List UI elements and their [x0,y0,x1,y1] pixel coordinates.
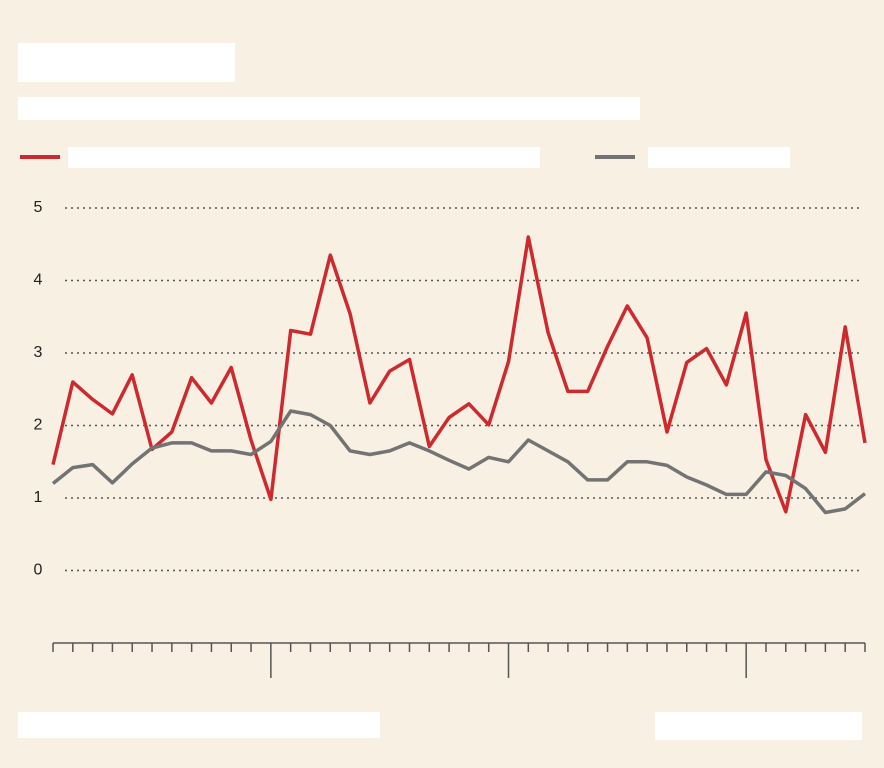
legend-box [648,147,790,168]
series-line [51,409,867,515]
subtitle-box [18,97,640,120]
footer-box [655,712,862,740]
legend-box [68,147,540,168]
y-tick-label: 4 [34,272,43,289]
y-tick-label: 0 [34,562,43,579]
footer-box [18,712,380,738]
title-box [18,43,235,82]
y-tick-label: 5 [34,199,43,216]
y-tick-label: 3 [34,344,43,361]
series-line [51,235,867,514]
y-tick-label: 2 [34,417,43,434]
y-tick-label: 1 [34,489,43,506]
